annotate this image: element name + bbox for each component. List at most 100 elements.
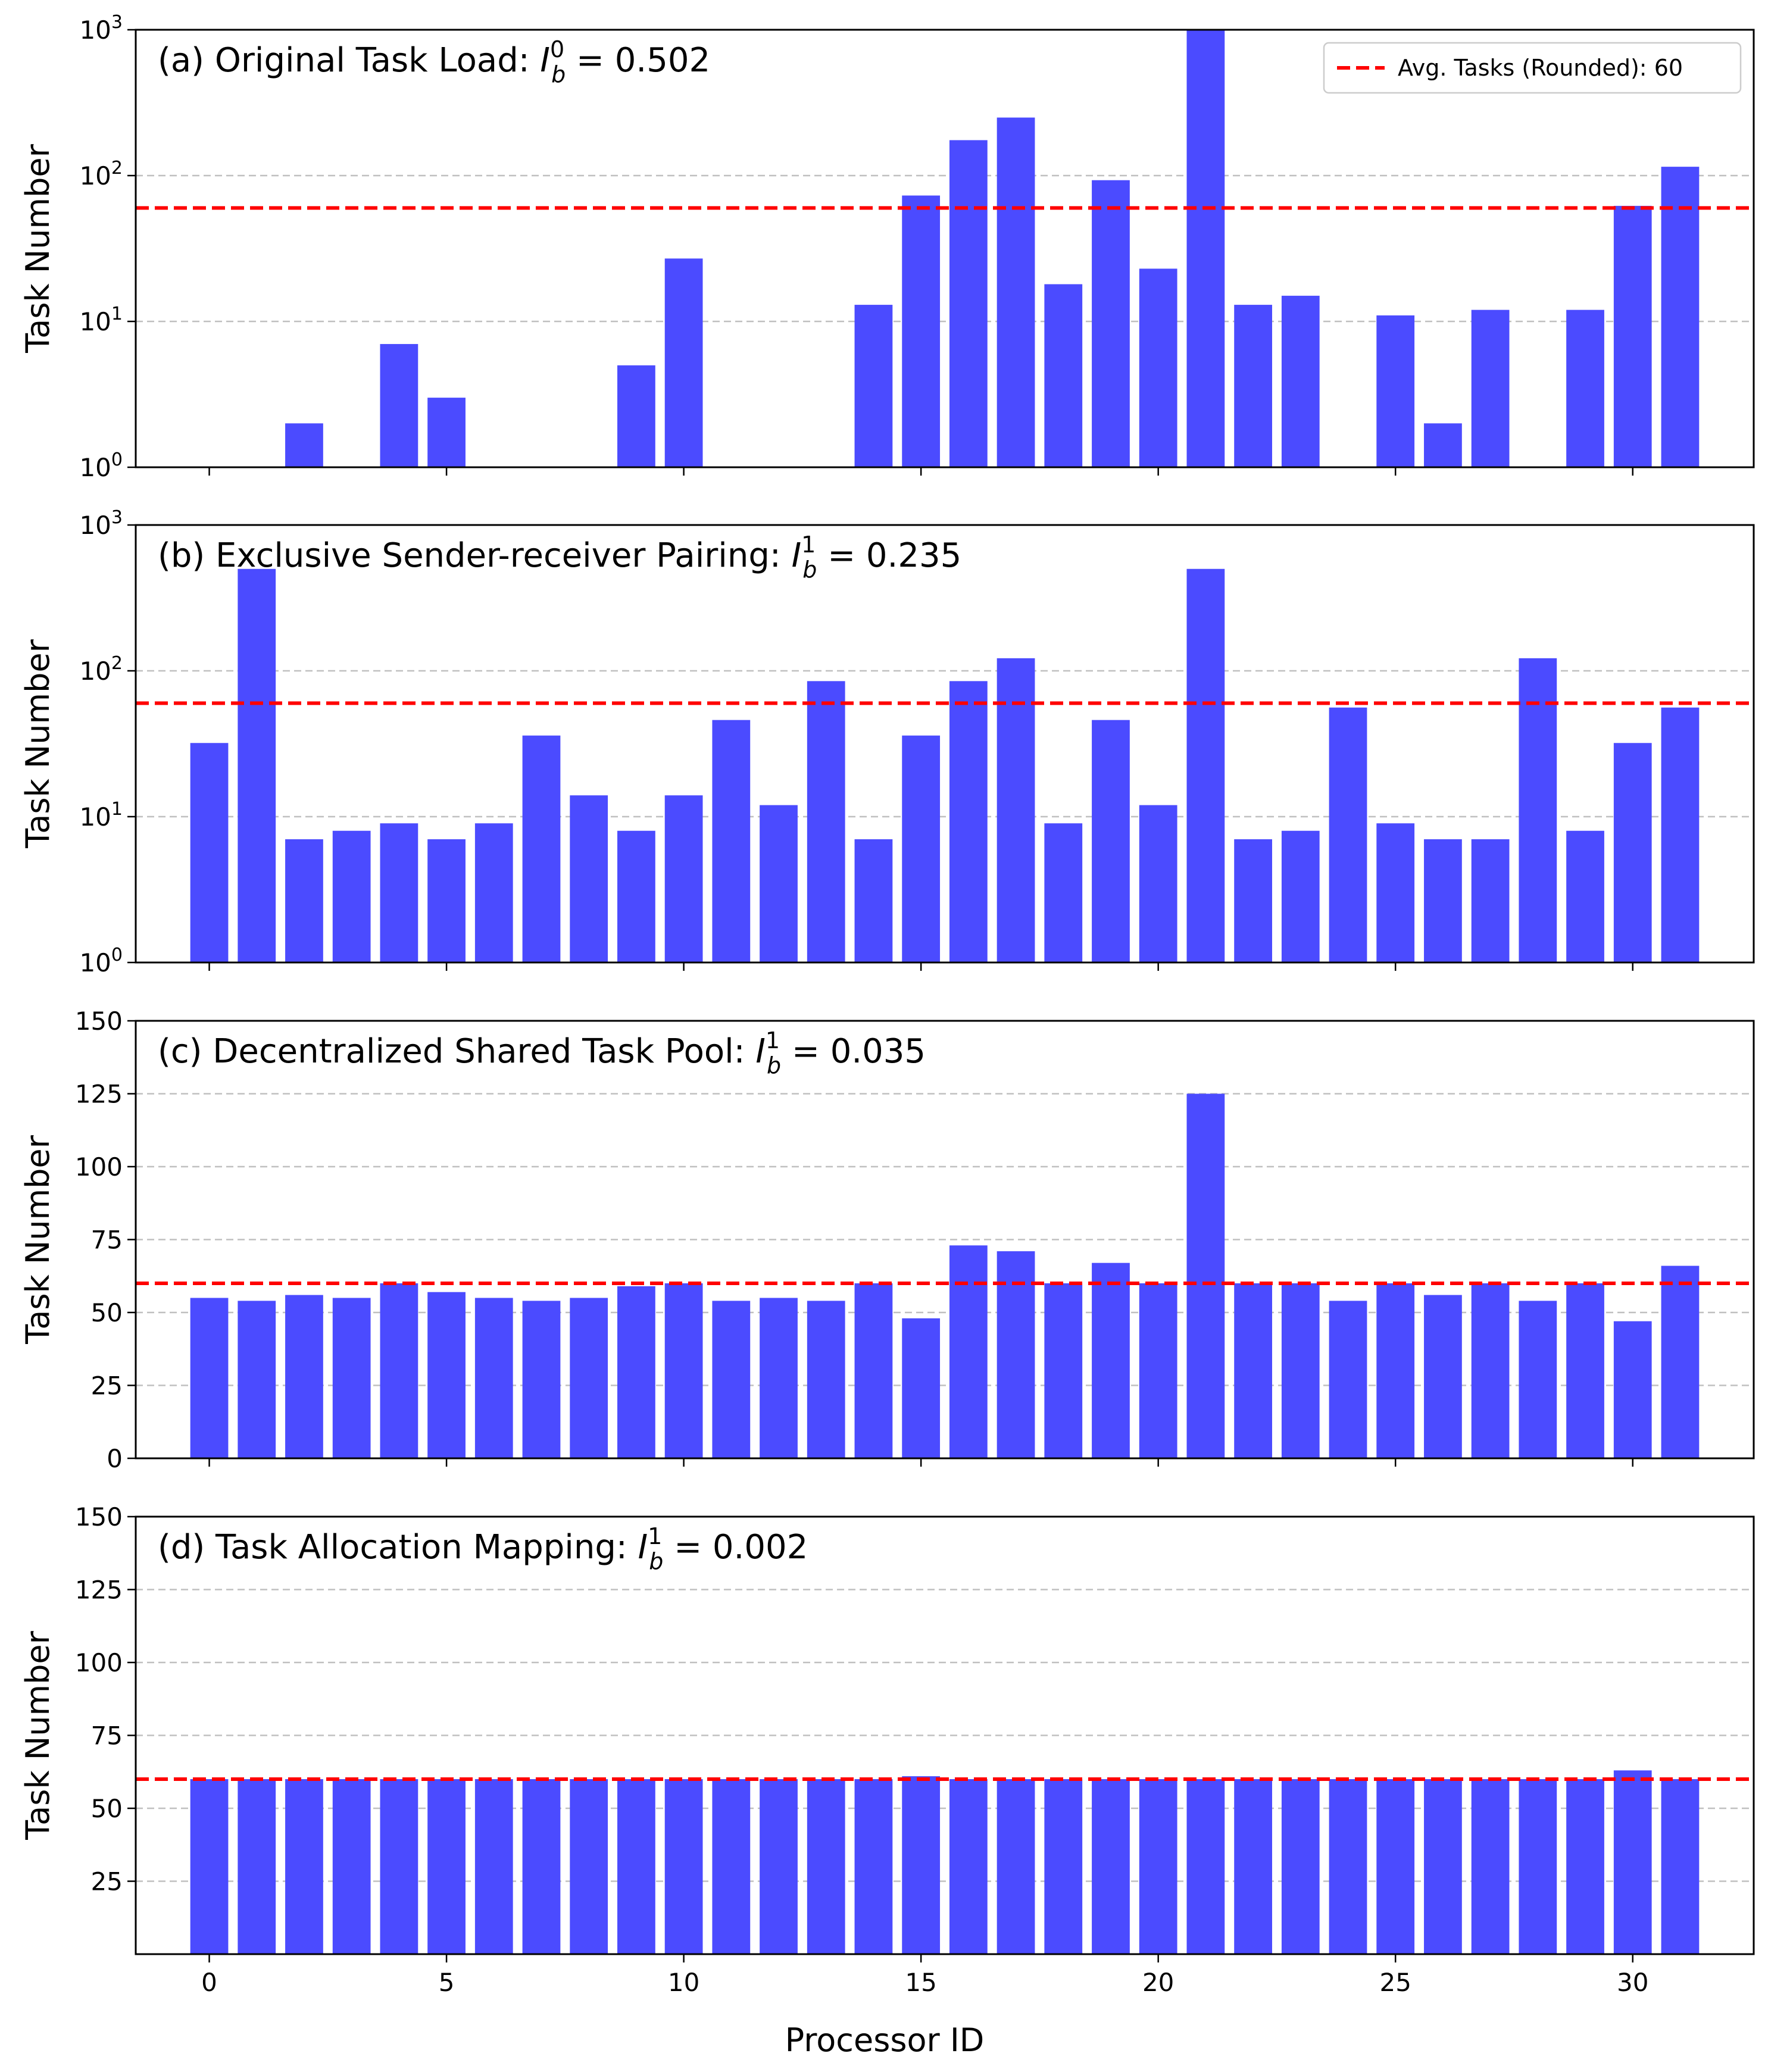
y-tick-label: 101 — [79, 799, 123, 832]
bar-b-processor-5 — [427, 839, 466, 962]
bar-b-processor-28 — [1519, 658, 1557, 962]
bar-a-processor-26 — [1424, 423, 1462, 467]
bar-b-processor-11 — [712, 720, 751, 962]
legend-box — [1323, 42, 1742, 94]
bar-b-processor-30 — [1613, 743, 1652, 962]
bar-c-processor-15 — [902, 1318, 941, 1458]
bar-a-processor-4 — [380, 343, 418, 467]
bar-c-processor-27 — [1471, 1283, 1510, 1458]
y-tick-label: 102 — [79, 653, 123, 686]
bar-b-processor-22 — [1234, 839, 1272, 962]
panel-title: (c) Decentralized Shared Task Pool: I1 b … — [158, 1027, 926, 1079]
bar-d-processor-23 — [1281, 1779, 1320, 1954]
bar-c-processor-20 — [1139, 1283, 1177, 1458]
bar-c-processor-17 — [997, 1251, 1035, 1458]
bar-c-processor-12 — [760, 1298, 798, 1458]
y-tick-label: 25 — [91, 1867, 123, 1896]
bar-a-processor-15 — [902, 195, 941, 467]
bar-d-processor-14 — [854, 1779, 893, 1954]
bar-b-processor-17 — [997, 658, 1035, 962]
bar-b-processor-12 — [760, 805, 798, 962]
x-tick-label: 0 — [201, 1968, 217, 1997]
bar-b-processor-20 — [1139, 805, 1177, 962]
bar-c-processor-25 — [1376, 1283, 1415, 1458]
bar-b-processor-3 — [332, 830, 371, 962]
bar-c-processor-21 — [1186, 1093, 1225, 1458]
axes-frame — [135, 1020, 1755, 1460]
bar-d-processor-5 — [427, 1779, 466, 1954]
bar-b-processor-10 — [664, 795, 703, 962]
bar-d-processor-4 — [380, 1779, 418, 1954]
bar-d-processor-16 — [949, 1779, 988, 1954]
bar-d-processor-9 — [617, 1779, 655, 1954]
bar-d-processor-11 — [712, 1779, 751, 1954]
bar-c-processor-23 — [1281, 1283, 1320, 1458]
bar-a-processor-22 — [1234, 305, 1272, 467]
bar-b-processor-26 — [1424, 839, 1462, 962]
y-tick-label: 103 — [79, 507, 123, 540]
bar-b-processor-1 — [238, 568, 276, 962]
y-tick-label: 100 — [75, 1152, 123, 1182]
x-tick-label: 15 — [905, 1968, 936, 1997]
bar-d-processor-29 — [1566, 1779, 1604, 1954]
bar-b-processor-2 — [285, 839, 323, 962]
bar-c-processor-1 — [238, 1301, 276, 1458]
y-tick-label: 25 — [91, 1371, 123, 1401]
bar-d-processor-6 — [474, 1779, 513, 1954]
bar-c-processor-28 — [1519, 1301, 1557, 1458]
bar-a-processor-16 — [949, 140, 988, 467]
y-axis-title: Task Number — [19, 143, 57, 353]
bar-d-processor-31 — [1661, 1779, 1700, 1954]
bar-b-processor-16 — [949, 681, 988, 962]
bar-a-processor-19 — [1092, 180, 1130, 467]
y-tick-label: 150 — [75, 1007, 123, 1036]
bar-d-processor-22 — [1234, 1779, 1272, 1954]
bar-d-processor-8 — [570, 1779, 608, 1954]
bar-c-processor-2 — [285, 1295, 323, 1458]
bar-a-processor-14 — [854, 305, 893, 467]
bar-c-processor-8 — [570, 1298, 608, 1458]
panel-d: 25 50 75 100 125 150 0 5 10 15 20 25 30 Task Number (d… — [19, 1502, 1755, 1997]
y-tick-label: 75 — [91, 1226, 123, 1255]
bar-c-processor-30 — [1613, 1321, 1652, 1458]
bar-a-processor-31 — [1661, 167, 1700, 467]
bar-b-processor-21 — [1186, 568, 1225, 962]
bar-c-processor-18 — [1044, 1283, 1083, 1458]
x-tick-label: 10 — [668, 1968, 699, 1997]
bar-d-processor-7 — [522, 1779, 561, 1954]
y-tick-label: 100 — [79, 449, 123, 482]
bar-c-processor-14 — [854, 1283, 893, 1458]
y-tick-label: 125 — [75, 1576, 123, 1605]
bar-b-processor-24 — [1329, 707, 1367, 962]
bar-b-processor-8 — [570, 795, 608, 962]
y-tick-label: 50 — [91, 1298, 123, 1327]
bar-d-processor-27 — [1471, 1779, 1510, 1954]
bar-a-processor-27 — [1471, 310, 1510, 467]
bar-c-processor-24 — [1329, 1301, 1367, 1458]
bar-a-processor-2 — [285, 423, 323, 467]
y-axis-title: Task Number — [19, 1630, 57, 1840]
y-tick-label: 103 — [79, 12, 123, 45]
bar-b-processor-9 — [617, 830, 655, 962]
bar-d-processor-10 — [664, 1779, 703, 1954]
bar-c-processor-11 — [712, 1301, 751, 1458]
x-tick-label: 5 — [439, 1968, 455, 1997]
y-tick-label: 0 — [107, 1444, 123, 1473]
panel-title: (a) Original Task Load: I0 b = 0.502 — [158, 36, 710, 87]
bar-c-processor-13 — [807, 1301, 845, 1458]
y-tick-label: 150 — [75, 1502, 123, 1532]
y-tick-label: 75 — [91, 1721, 123, 1751]
y-tick-label: 125 — [75, 1080, 123, 1109]
axes-frame — [135, 29, 1755, 468]
bar-d-processor-17 — [997, 1779, 1035, 1954]
bar-d-processor-26 — [1424, 1779, 1462, 1954]
x-tick-label: 20 — [1142, 1968, 1174, 1997]
bar-d-processor-1 — [238, 1779, 276, 1954]
y-axis-title: Task Number — [19, 639, 57, 848]
bar-c-processor-31 — [1661, 1265, 1700, 1458]
y-tick-label: 50 — [91, 1794, 123, 1823]
bar-c-processor-9 — [617, 1286, 655, 1458]
bar-b-processor-4 — [380, 823, 418, 962]
x-tick-label: 30 — [1617, 1968, 1648, 1997]
